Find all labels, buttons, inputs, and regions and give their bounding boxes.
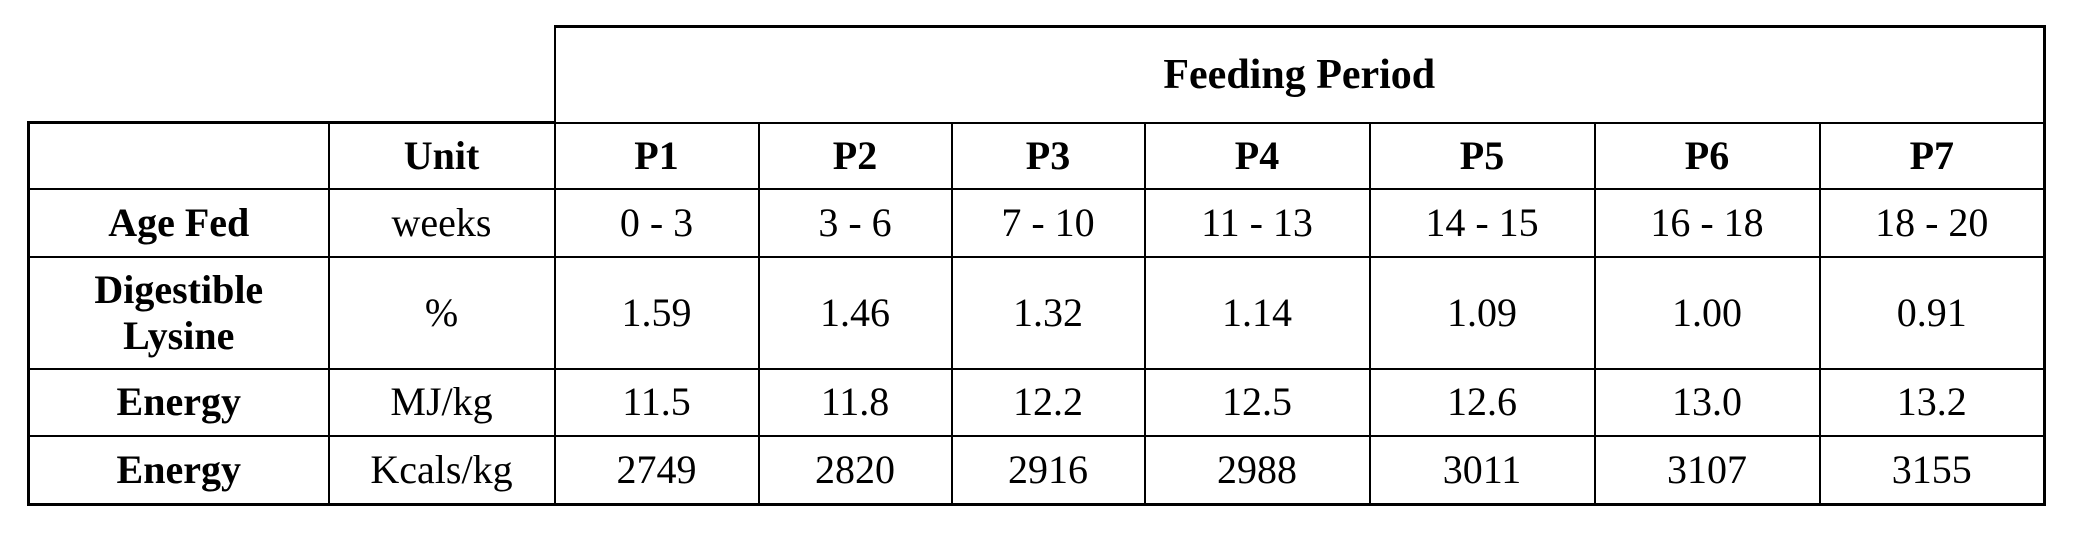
column-header-p7: P7 [1818,121,2047,190]
lysine-p2: 1.46 [757,255,953,370]
age-fed-p7: 18 - 20 [1818,187,2047,258]
row-label-energy-kcals: Energy [27,434,330,506]
energy-mj-p4: 12.5 [1143,367,1371,437]
lysine-p5: 1.09 [1368,255,1596,370]
energy-mj-p2: 11.8 [757,367,953,437]
table-row-energy-mj: Energy MJ/kg 11.5 11.8 12.2 12.5 12.6 13… [27,367,2047,437]
age-fed-p5: 14 - 15 [1368,187,1596,258]
row-unit-energy-kcals: Kcals/kg [327,434,556,506]
age-fed-p3: 7 - 10 [950,187,1146,258]
energy-mj-p1: 11.5 [553,367,760,437]
lysine-p1: 1.59 [553,255,760,370]
span-header-row: Feeding Period [28,25,2047,124]
energy-kcals-p7: 3155 [1818,434,2047,506]
lysine-p4: 1.14 [1143,255,1371,370]
energy-kcals-p6: 3107 [1593,434,1821,506]
age-fed-p1: 0 - 3 [553,187,760,258]
row-unit-energy-mj: MJ/kg [327,367,556,437]
feeding-period-span-header: Feeding Period [553,25,2047,124]
energy-mj-p7: 13.2 [1818,367,2047,437]
row-label-digestible-lysine: Digestible Lysine [27,255,330,370]
column-header-blank [27,121,330,190]
energy-kcals-p1: 2749 [553,434,760,506]
age-fed-p2: 3 - 6 [757,187,953,258]
energy-mj-p5: 12.6 [1368,367,1596,437]
age-fed-p6: 16 - 18 [1593,187,1821,258]
feeding-period-table: Feeding Period Unit P1 P2 P3 P4 P5 P6 P7… [27,25,2047,506]
top-left-spacer [28,26,555,123]
column-header-p1: P1 [553,121,760,190]
column-header-p3: P3 [950,121,1146,190]
row-unit-digestible-lysine: % [327,255,556,370]
column-header-unit: Unit [327,121,556,190]
table-row-age-fed: Age Fed weeks 0 - 3 3 - 6 7 - 10 11 - 13… [27,187,2047,258]
row-unit-age-fed: weeks [327,187,556,258]
table-row-digestible-lysine: Digestible Lysine % 1.59 1.46 1.32 1.14 … [27,255,2047,370]
lysine-p6: 1.00 [1593,255,1821,370]
energy-mj-p6: 13.0 [1593,367,1821,437]
column-header-p4: P4 [1143,121,1371,190]
column-header-p5: P5 [1368,121,1596,190]
column-header-row: Unit P1 P2 P3 P4 P5 P6 P7 [27,121,2047,190]
row-label-energy-mj: Energy [27,367,330,437]
lysine-p7: 0.91 [1818,255,2047,370]
energy-kcals-p5: 3011 [1368,434,1596,506]
table-row-energy-kcals: Energy Kcals/kg 2749 2820 2916 2988 3011… [27,434,2047,506]
energy-mj-p3: 12.2 [950,367,1146,437]
energy-kcals-p4: 2988 [1143,434,1371,506]
age-fed-p4: 11 - 13 [1143,187,1371,258]
energy-kcals-p3: 2916 [950,434,1146,506]
lysine-p3: 1.32 [950,255,1146,370]
column-header-p2: P2 [757,121,953,190]
row-label-age-fed: Age Fed [27,187,330,258]
energy-kcals-p2: 2820 [757,434,953,506]
column-header-p6: P6 [1593,121,1821,190]
